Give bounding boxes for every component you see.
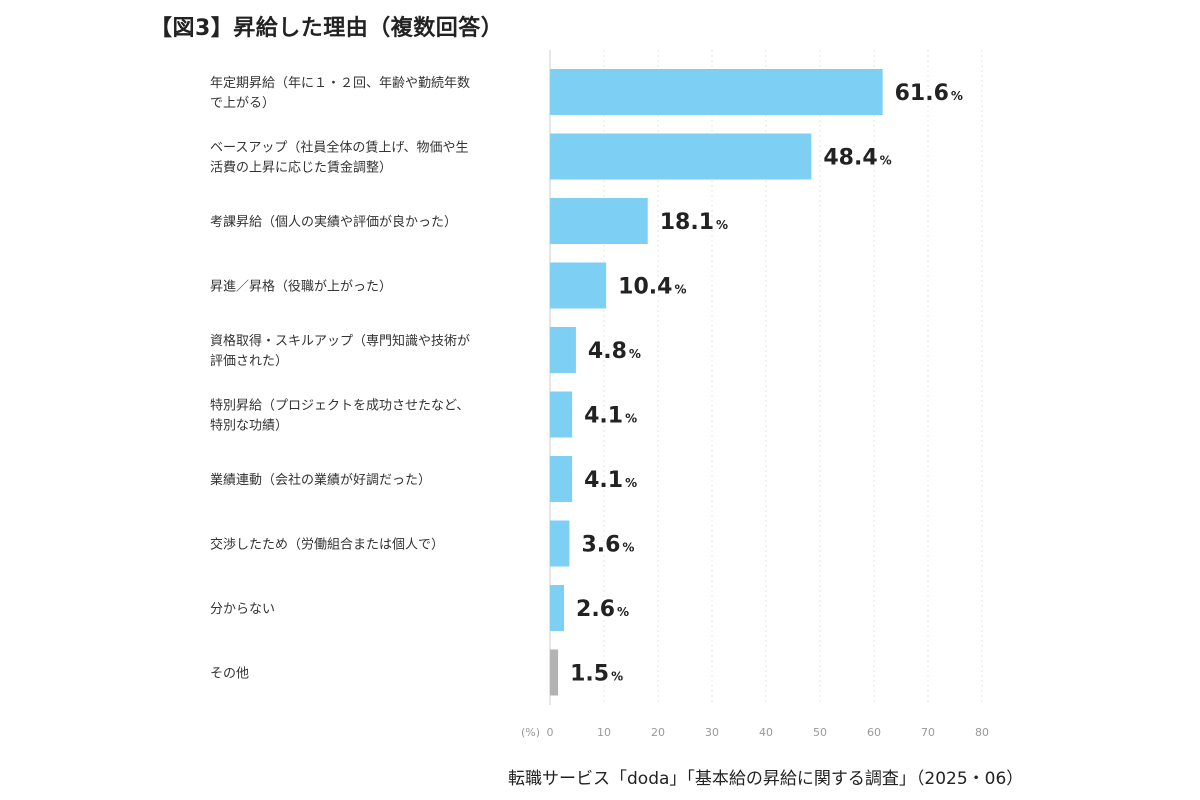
tick-label: 0	[547, 726, 554, 739]
tick-label: 50	[813, 726, 827, 739]
category-label: その他	[210, 667, 249, 682]
value-unit: %	[617, 605, 629, 619]
value-unit: %	[629, 347, 641, 361]
category-label: ベースアップ（社員全体の賃上げ、物価や生	[210, 140, 468, 156]
value-label: 61.6%	[895, 81, 963, 106]
value-label: 18.1%	[660, 210, 728, 235]
value-unit: %	[674, 283, 686, 297]
bar	[550, 585, 565, 631]
category-label: 特別昇給（プロジェクトを成功させたなど、	[210, 399, 469, 414]
tick-label: 80	[975, 726, 989, 739]
value-label: 4.1%	[584, 468, 637, 493]
source-note: 転職サービス「doda」「基本給の昇給に関する調査」（2025・06）	[508, 769, 1024, 789]
bar	[550, 456, 573, 502]
value-unit: %	[611, 670, 623, 684]
value-unit: %	[716, 218, 728, 232]
value-label: 48.4%	[823, 146, 891, 171]
value-unit: %	[625, 412, 637, 426]
value-label: 3.6%	[581, 533, 634, 558]
value-label: 2.6%	[576, 597, 629, 622]
gridlines	[549, 50, 983, 705]
bars	[550, 69, 883, 696]
category-label: 評価された）	[210, 354, 288, 369]
chart-title: 【図3】昇給した理由（複数回答）	[150, 16, 504, 41]
category-label: 業績連動（会社の業績が好調だった）	[210, 472, 431, 488]
tick-label: 70	[921, 726, 935, 739]
bar	[550, 133, 812, 180]
category-label: 特別な功績）	[210, 419, 288, 434]
value-unit: %	[625, 476, 637, 490]
bar	[550, 391, 573, 438]
bar	[550, 649, 559, 696]
value-label: 10.4%	[618, 275, 686, 300]
category-label: 交渉したため（労働組合または個人で）	[210, 537, 444, 553]
category-label: 活費の上昇に応じた賃金調整）	[210, 160, 392, 176]
tick-label: 40	[759, 726, 773, 739]
value-label: 4.1%	[584, 404, 637, 429]
value-label: 1.5%	[570, 662, 623, 687]
bar	[550, 198, 648, 244]
category-label: 昇進／昇格（役職が上がった）	[210, 279, 392, 295]
category-label: 考課昇給（個人の実績や評価が良かった）	[210, 214, 457, 230]
category-label: で上がる）	[210, 96, 275, 111]
value-label: 4.8%	[588, 339, 641, 364]
bar	[550, 69, 883, 115]
value-unit: %	[622, 541, 634, 555]
bar	[550, 327, 576, 373]
category-label: 年定期昇給（年に１・２回、年齢や勤続年数	[210, 76, 470, 91]
tick-label: 30	[705, 726, 719, 739]
bar	[550, 520, 570, 567]
tick-label: 20	[651, 726, 665, 739]
tick-label: 60	[867, 726, 881, 739]
x-axis-unit-label: (%)	[521, 726, 540, 739]
tick-label: 10	[597, 726, 611, 739]
category-label: 資格取得・スキルアップ（専門知識や技術が	[210, 333, 470, 349]
value-unit: %	[880, 154, 892, 168]
x-axis-ticks: (%) 0 10 20 30 40 50 60 70 80	[521, 726, 989, 739]
category-label: 分からない	[210, 602, 275, 617]
value-unit: %	[951, 89, 963, 103]
bar	[550, 262, 607, 309]
